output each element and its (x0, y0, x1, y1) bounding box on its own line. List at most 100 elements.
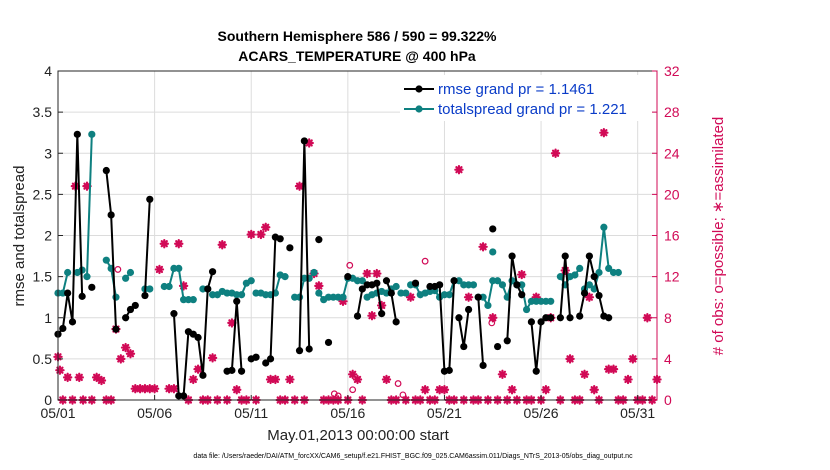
rmse-point (474, 293, 482, 301)
rmse-point (513, 281, 521, 289)
spread-point (605, 264, 613, 272)
y-left-tick-label: 2.5 (33, 186, 53, 202)
obs-assimilated-point (565, 354, 575, 364)
rmse-point (358, 285, 366, 293)
y-axis-left-label: rmse and totalspread (11, 166, 28, 307)
rmse-point (252, 353, 260, 361)
rmse-point (204, 285, 212, 293)
rmse-point (179, 392, 188, 400)
spread-point (310, 268, 318, 277)
spread-point (102, 256, 110, 264)
obs-assimilated-point (584, 292, 595, 302)
rmse-point (489, 225, 497, 233)
spread-point (126, 268, 135, 277)
spread-point (88, 130, 96, 138)
y-right-tick-label: 24 (664, 145, 680, 161)
rmse-point (508, 252, 516, 260)
rmse-point (445, 366, 453, 374)
spread-point (600, 223, 608, 231)
rmse-point (585, 252, 593, 260)
spread-point (469, 281, 478, 289)
obs-possible-point (114, 266, 122, 273)
rmse-point (576, 312, 584, 320)
rmse-point (141, 291, 149, 300)
spread-point (493, 277, 502, 285)
spread-point (585, 281, 593, 289)
obs-assimilated-point (174, 239, 184, 249)
rmse-point (228, 366, 236, 374)
rmse-point (450, 277, 458, 285)
y-right-tick-label: 28 (664, 104, 680, 120)
obs-assimilated-point (541, 385, 551, 395)
rmse-point (64, 289, 72, 297)
spread-point (83, 273, 91, 281)
spread-point (339, 293, 347, 301)
obs-assimilated-point (454, 165, 464, 175)
y-right-tick-label: 20 (664, 186, 680, 202)
rmse-point (503, 337, 511, 345)
obs-assimilated-point (169, 383, 179, 394)
chart-title-line2: ACARS_TEMPERATURE @ 400 hPa (238, 48, 476, 64)
y-right-tick-label: 8 (664, 310, 672, 326)
rmse-point (556, 314, 564, 322)
spread-point (402, 289, 410, 297)
obs-assimilated-point (478, 242, 488, 252)
obs-assimilated-point (517, 269, 527, 280)
rmse-point (324, 338, 333, 347)
spread-point (281, 273, 289, 281)
obs-assimilated-point (261, 222, 271, 232)
obs-assimilated-point (149, 383, 160, 394)
obs-possible-point (488, 319, 496, 327)
x-tick-label: 05/16 (330, 405, 365, 421)
obs-assimilated-point (599, 127, 609, 138)
legend-rmse-marker (415, 85, 423, 93)
obs-assimilated-point (352, 374, 363, 385)
obs-assimilated-point (193, 364, 203, 374)
spread-point (556, 273, 564, 281)
y-left-tick-label: 0 (44, 392, 52, 408)
obs-assimilated-point (362, 268, 372, 279)
rmse-point (590, 273, 598, 281)
obs-assimilated-point (405, 292, 416, 302)
rmse-point (382, 277, 391, 285)
obs-assimilated-point (623, 374, 633, 385)
obs-assimilated-point (256, 229, 266, 240)
y-right-tick-label: 12 (664, 269, 680, 285)
spread-point (165, 282, 173, 291)
rmse-point (605, 314, 613, 322)
rmse-point (460, 342, 468, 351)
rmse-line-segment (477, 297, 485, 366)
legend-spread-marker (415, 105, 423, 113)
spread-point (498, 281, 507, 289)
rmse-point (518, 291, 526, 299)
rmse-point (170, 310, 178, 318)
x-tick-label: 05/26 (524, 405, 559, 421)
spread-point (614, 268, 622, 277)
y-right-tick-label: 4 (664, 351, 672, 367)
rmse-point (561, 252, 569, 260)
obs-assimilated-point (270, 374, 281, 385)
obs-possible-point (399, 391, 407, 399)
rmse-point (68, 318, 77, 326)
rmse-point (455, 314, 463, 322)
obs-assimilated-point (507, 385, 517, 395)
spread-point (64, 268, 72, 277)
spread-point (571, 271, 579, 279)
obs-possible-point (394, 380, 402, 387)
rmse-point (73, 130, 81, 138)
y-left-tick-label: 2 (44, 228, 52, 244)
rmse-line-segment (143, 199, 151, 296)
y-left-tick-label: 3.5 (33, 104, 53, 120)
footer-note: data file: /Users/raeder/DAI/ATM_forcXX/… (193, 453, 633, 460)
rmse-point (465, 305, 473, 314)
spread-point (247, 277, 255, 285)
rmse-line-segment (506, 255, 523, 341)
rmse-point (353, 312, 362, 320)
obs-assimilated-point (314, 281, 324, 291)
obs-assimilated-point (125, 349, 136, 359)
obs-assimilated-point (116, 354, 126, 364)
obs-assimilated-point (579, 369, 590, 379)
y-right-tick-label: 16 (664, 228, 680, 244)
spread-point (175, 264, 183, 272)
